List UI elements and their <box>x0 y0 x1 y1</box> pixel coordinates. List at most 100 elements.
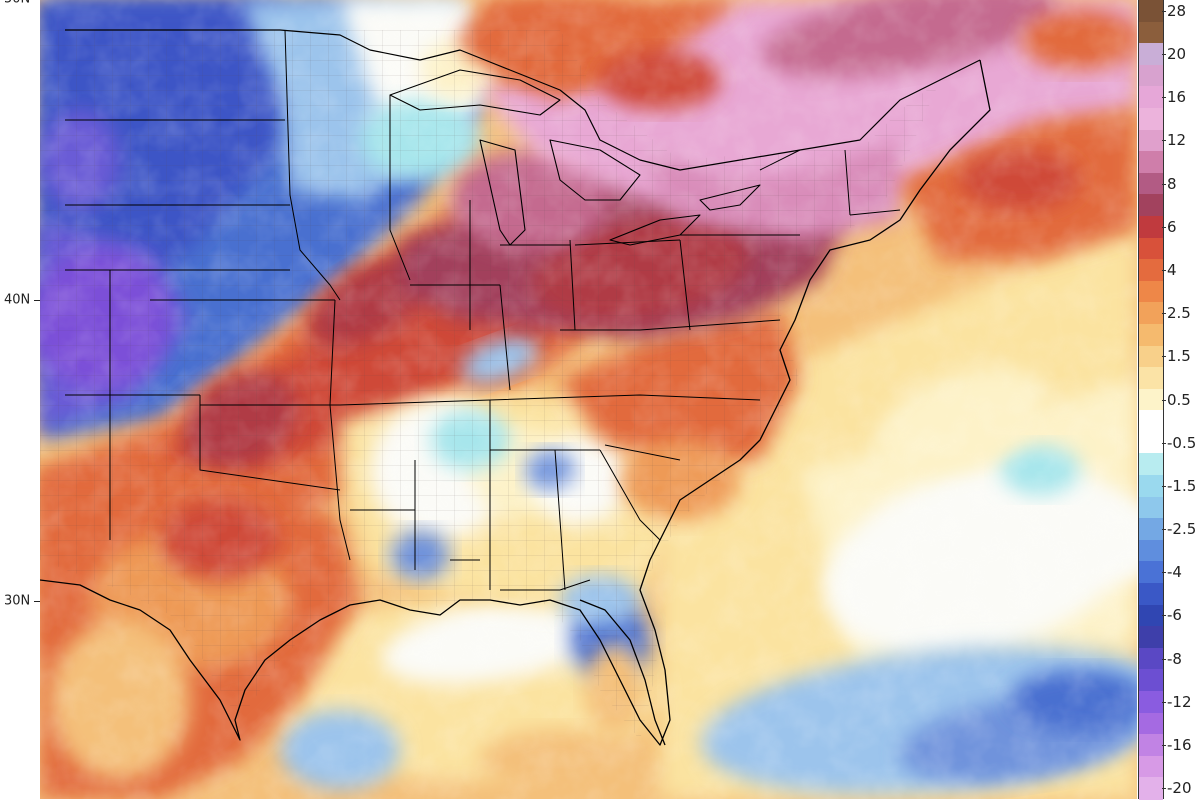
state-line <box>574 239 681 246</box>
colorbar-swatch <box>1139 43 1163 66</box>
colorbar-label: 2.5 <box>1167 304 1191 323</box>
colorbar-swatch <box>1139 388 1163 411</box>
colorbar-tick <box>1162 226 1166 228</box>
latitude-tick <box>34 300 40 301</box>
colorbar-tick <box>1162 269 1166 271</box>
state-line <box>569 239 576 331</box>
colorbar-tick <box>1162 313 1166 315</box>
colorbar-swatch <box>1139 172 1163 195</box>
colorbar-label: 12 <box>1167 131 1187 150</box>
state-line <box>500 579 591 591</box>
state-line <box>599 449 661 541</box>
state-line <box>389 95 411 281</box>
colorbar-label: 20 <box>1167 44 1187 63</box>
colorbar-label: -4 <box>1167 563 1182 582</box>
colorbar-swatch <box>1139 518 1163 541</box>
colorbar-swatch <box>1139 647 1163 671</box>
colorbar-label: 6 <box>1167 217 1177 236</box>
state-line <box>604 444 681 461</box>
colorbar-tick <box>1162 529 1166 531</box>
colorbar-swatch <box>1139 561 1163 584</box>
canada-border <box>65 29 981 171</box>
colorbar-tick <box>1162 485 1166 487</box>
state-line <box>759 149 801 171</box>
coastline <box>40 59 991 746</box>
colorbar-swatch <box>1139 21 1163 44</box>
colorbar-swatch <box>1139 496 1163 519</box>
colorbar-swatch <box>1139 626 1163 649</box>
colorbar-tick <box>1162 183 1166 185</box>
colorbar <box>1138 0 1164 800</box>
colorbar-tick <box>1162 10 1166 12</box>
map-canvas <box>40 0 1137 799</box>
colorbar-tick <box>1162 356 1166 358</box>
colorbar-swatch <box>1139 0 1163 23</box>
colorbar-label: 0.5 <box>1167 390 1191 409</box>
temperature-anomaly-map <box>40 0 1137 799</box>
state-line <box>849 209 901 216</box>
colorbar-swatch <box>1139 64 1163 87</box>
colorbar-label: -0.5 <box>1167 433 1197 452</box>
lake-superior <box>389 69 561 116</box>
state-line <box>339 394 761 406</box>
colorbar-swatch <box>1139 302 1163 325</box>
colorbar-swatch <box>1139 345 1163 368</box>
colorbar-swatch <box>1139 539 1163 563</box>
colorbar-tick <box>1162 399 1166 401</box>
state-line <box>199 395 341 491</box>
state-line <box>679 239 691 331</box>
colorbar-swatch <box>1139 259 1163 282</box>
colorbar-tick <box>1162 53 1166 55</box>
colorbar-swatch <box>1139 431 1163 455</box>
colorbar-swatch <box>1139 237 1163 260</box>
latitude-label: 40N <box>4 292 31 308</box>
lake-huron <box>549 139 641 201</box>
colorbar-tick <box>1162 788 1166 790</box>
colorbar-swatch <box>1139 777 1163 800</box>
colorbar-swatch <box>1139 410 1163 433</box>
colorbar-swatch <box>1139 280 1163 303</box>
colorbar-tick <box>1162 97 1166 99</box>
state-line <box>499 284 511 391</box>
colorbar-swatch <box>1139 691 1163 714</box>
latitude-tick <box>34 601 40 602</box>
colorbar-swatch <box>1139 712 1163 735</box>
colorbar-swatch <box>1139 669 1163 692</box>
colorbar-tick <box>1162 615 1166 617</box>
florida-coast <box>579 599 666 746</box>
colorbar-swatch <box>1139 453 1163 476</box>
colorbar-swatch <box>1139 755 1163 778</box>
colorbar-label: 8 <box>1167 174 1177 193</box>
colorbar-tick <box>1162 572 1166 574</box>
state-boundaries <box>40 29 991 746</box>
colorbar-label: -2.5 <box>1167 520 1197 539</box>
lake-ontario <box>699 184 761 211</box>
colorbar-label: 16 <box>1167 88 1187 107</box>
colorbar-swatch <box>1139 215 1163 239</box>
colorbar-swatch <box>1139 129 1163 152</box>
colorbar-swatch <box>1139 151 1163 174</box>
colorbar-swatch <box>1139 367 1163 390</box>
state-line <box>554 449 566 591</box>
colorbar-label: -12 <box>1167 692 1192 711</box>
state-line <box>639 319 781 331</box>
lake-erie <box>609 214 701 246</box>
colorbar-swatch <box>1139 734 1163 757</box>
colorbar-label: -16 <box>1167 736 1192 754</box>
colorbar-tick <box>1162 658 1166 660</box>
colorbar-label: -20 <box>1167 779 1192 798</box>
colorbar-swatch <box>1139 583 1163 606</box>
colorbar-tick <box>1162 140 1166 142</box>
colorbar-tick <box>1162 745 1166 746</box>
colorbar-label: -6 <box>1167 606 1182 625</box>
colorbar-label: 4 <box>1167 260 1177 279</box>
colorbar-swatch <box>1139 323 1163 347</box>
colorbar-label: -1.5 <box>1167 476 1197 495</box>
latitude-label: 30N <box>4 593 31 609</box>
colorbar-swatch <box>1139 107 1163 131</box>
latitude-label: 50N <box>4 0 30 7</box>
state-line <box>284 29 341 301</box>
colorbar-tick <box>1162 442 1166 444</box>
colorbar-swatch <box>1139 604 1163 627</box>
